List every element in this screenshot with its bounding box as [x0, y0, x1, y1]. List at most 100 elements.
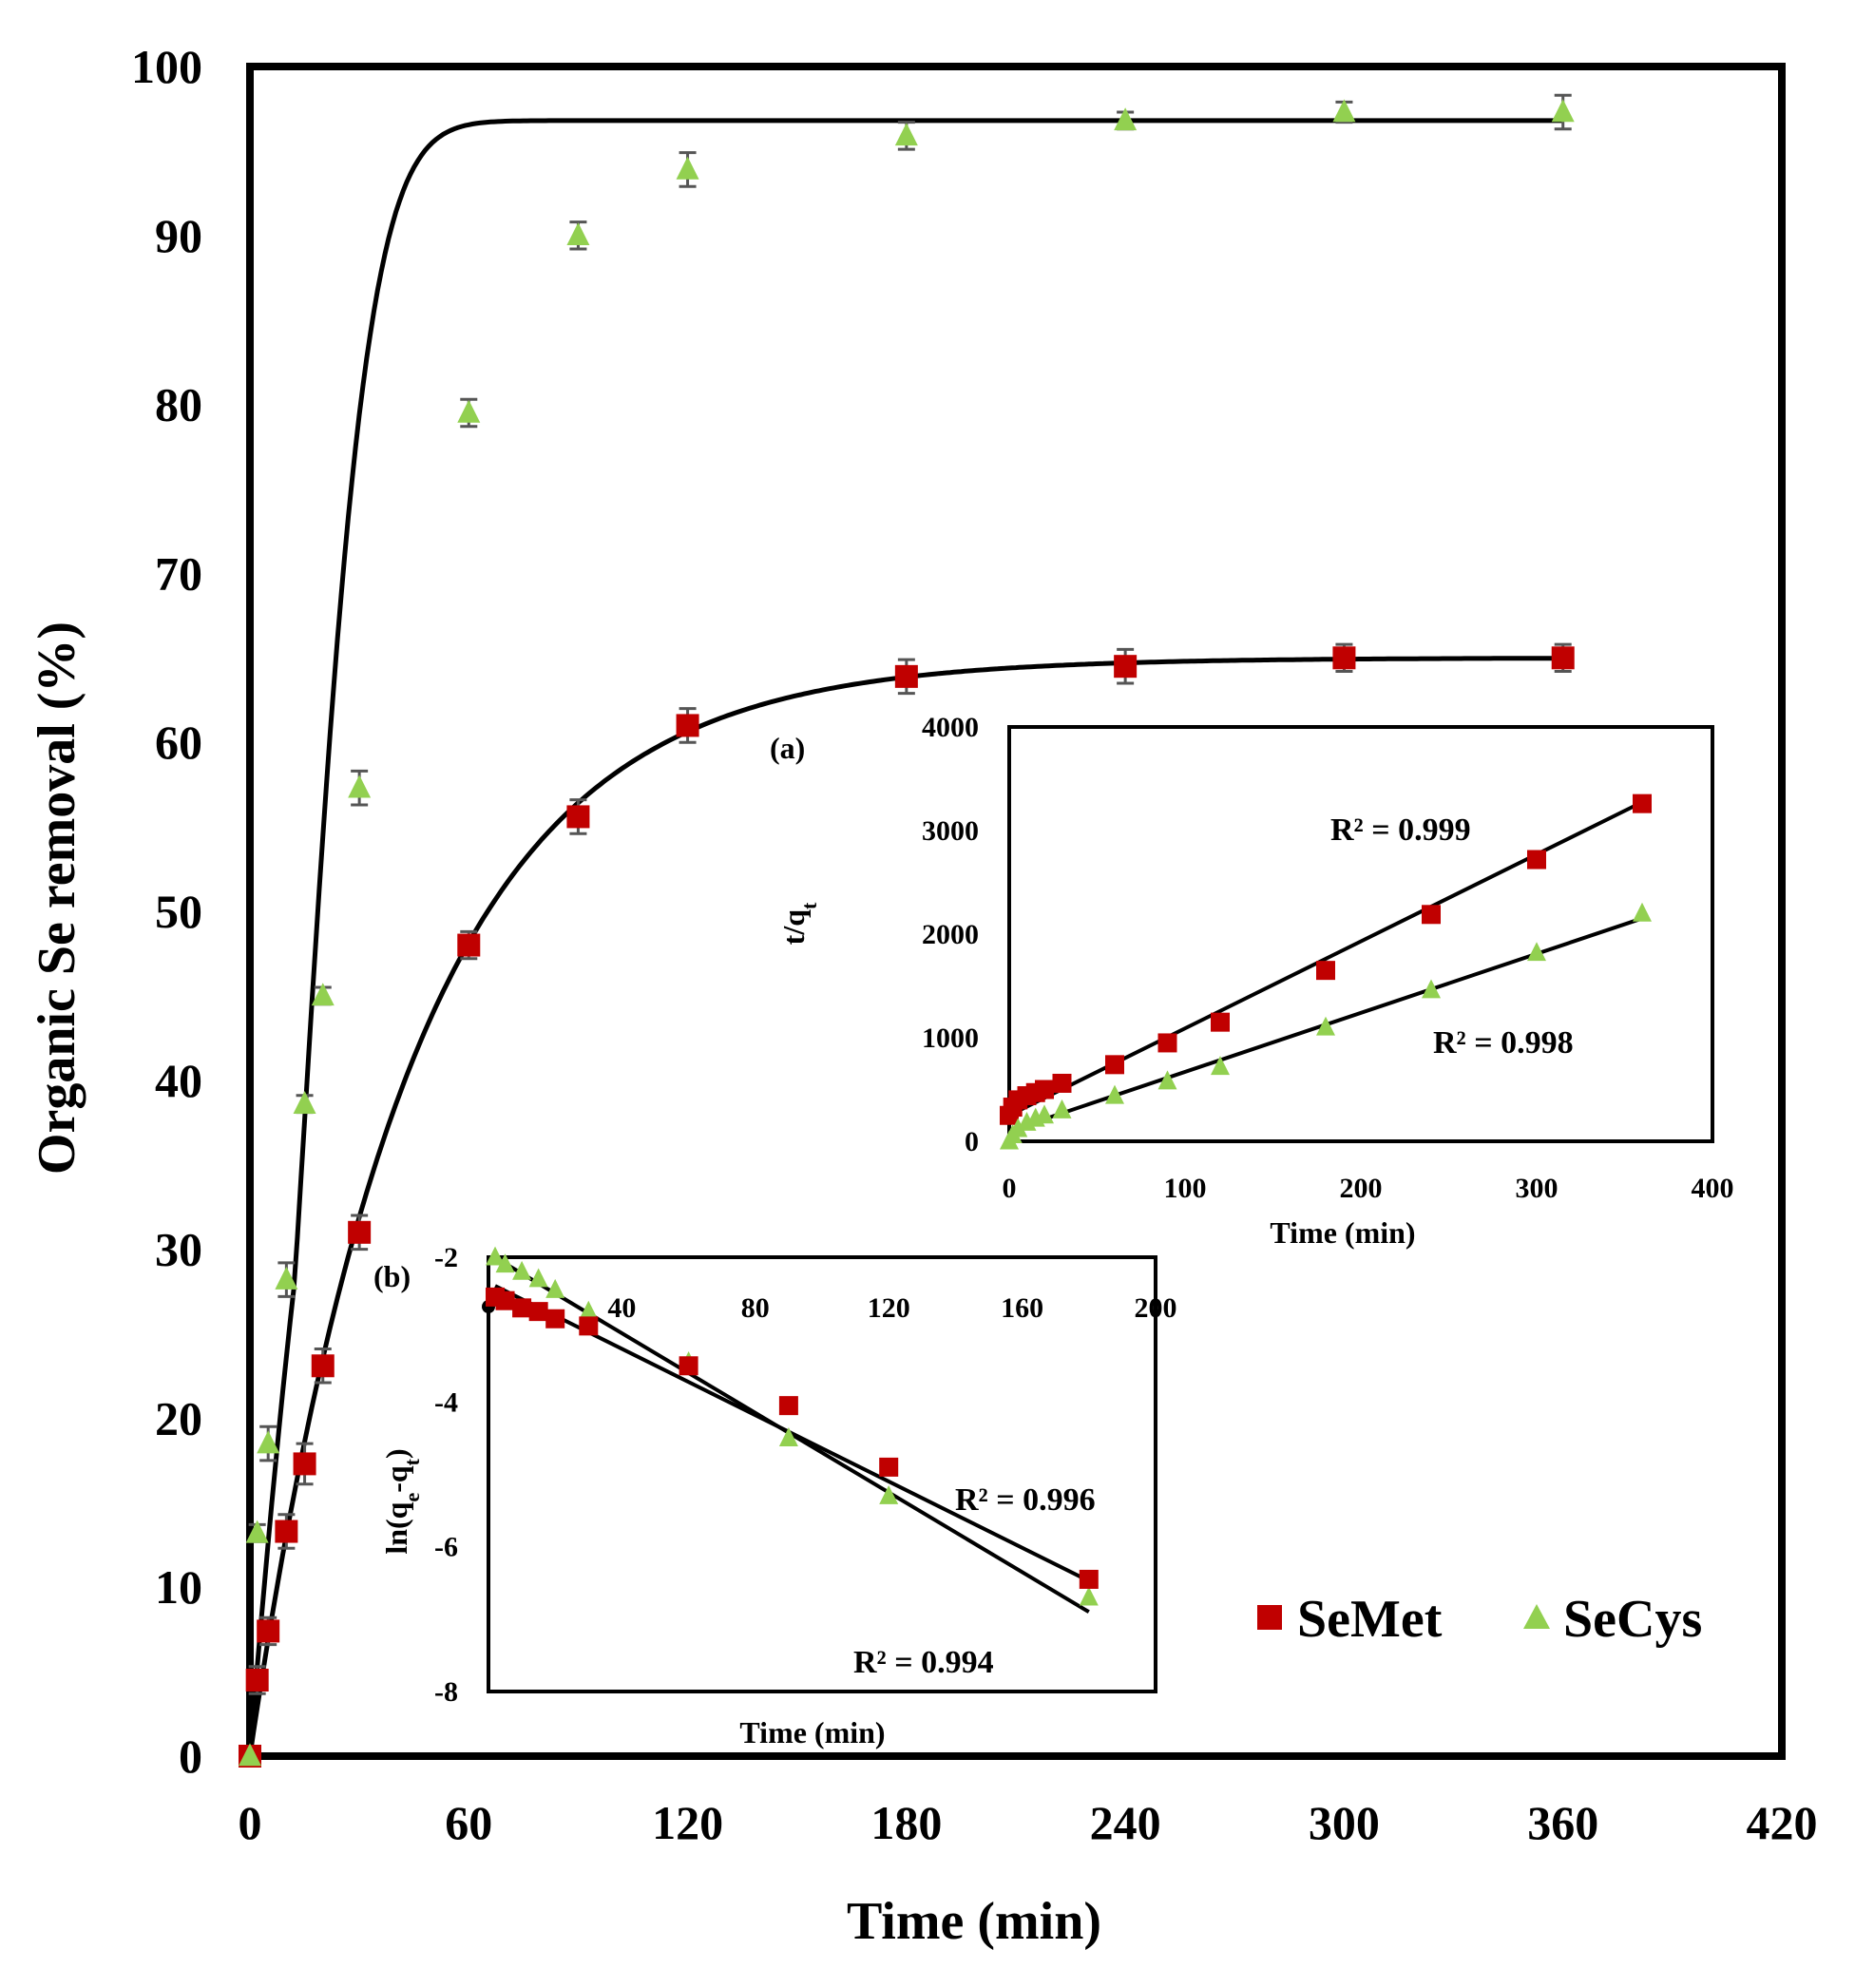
- inset-b-x-axis-label: Time (min): [739, 1715, 885, 1749]
- inset-b-semet-point: [679, 1356, 698, 1376]
- inset-a-secys-point: [1422, 979, 1441, 999]
- inset-b-y-tick-label: -2: [434, 1242, 458, 1273]
- inset-a-semet-point: [1527, 850, 1546, 870]
- main-data-points: [239, 93, 1575, 1768]
- inset-b-secys-point: [579, 1300, 599, 1320]
- inset-a-y-tick-label: 0: [965, 1126, 979, 1157]
- inset-a-x-tick-label: 0: [1003, 1173, 1017, 1204]
- main-x-tick-label: 180: [870, 1796, 942, 1849]
- main-chart: 0 10 20 30 40 50 60 70 80 90 100 0 60 120 180 240 300 36…: [28, 40, 1818, 1951]
- main-y-tick-label: 70: [155, 546, 202, 600]
- main-y-tick-label: 80: [155, 378, 202, 431]
- main-secys-point: [1114, 107, 1138, 131]
- main-y-tick-label: 0: [179, 1730, 202, 1783]
- main-secys-point: [275, 1266, 298, 1290]
- legend: SeMet SeCys: [1257, 1590, 1702, 1649]
- inset-b-secys-point: [1079, 1586, 1099, 1606]
- legend-secys-label: SeCys: [1563, 1590, 1702, 1649]
- inset-b-x-tick-label: 40: [607, 1292, 636, 1324]
- main-semet-point: [275, 1520, 298, 1543]
- inset-b-semet-point: [778, 1396, 798, 1416]
- main-semet-point: [676, 714, 699, 737]
- legend-semet-label: SeMet: [1297, 1590, 1443, 1649]
- inset-a-semet-point: [1211, 1012, 1230, 1032]
- inset-a: (a) 0 1000 2000 3000 4000 0 100 200 300 400 R² =…: [770, 712, 1734, 1250]
- inset-a-secys-point: [1211, 1056, 1230, 1076]
- inset-b-secys-point: [512, 1260, 532, 1280]
- inset-a-secys-point: [1035, 1104, 1054, 1124]
- inset-b-semet-point: [879, 1457, 899, 1477]
- main-x-tick-labels: 0 60 120 180 240 300 360 420: [239, 1796, 1818, 1849]
- legend-secys-marker: [1523, 1604, 1550, 1629]
- inset-a-secys-point: [1157, 1070, 1177, 1090]
- inset-b-secys-point: [486, 1246, 506, 1266]
- inset-a-y-axis-label: t/qt: [776, 902, 821, 945]
- inset-a-y-tick-labels: 0 1000 2000 3000 4000: [922, 712, 979, 1157]
- inset-a-secys-point: [1008, 1118, 1028, 1137]
- main-y-tick-label: 90: [155, 209, 202, 262]
- inset-a-x-tick-labels: 0 100 200 300 400: [1003, 1173, 1734, 1204]
- inset-a-y-tick-label: 4000: [922, 712, 979, 743]
- main-x-tick-label: 0: [239, 1796, 262, 1849]
- main-semet-point: [457, 933, 481, 957]
- inset-b-secys-point: [778, 1427, 798, 1446]
- main-x-axis-label: Time (min): [847, 1892, 1101, 1951]
- inset-a-y-tick-label: 1000: [922, 1023, 979, 1054]
- inset-b-secys-point: [545, 1278, 565, 1298]
- main-y-axis-label: Organic Se removal (%): [28, 621, 86, 1175]
- main-x-tick-label: 120: [652, 1796, 723, 1849]
- inset-a-frame: [1007, 725, 1714, 1143]
- inset-a-secys-point: [1633, 902, 1652, 922]
- inset-b-semet-point: [528, 1302, 548, 1322]
- inset-a-secys-point: [1105, 1084, 1124, 1104]
- main-secys-point: [245, 1520, 269, 1543]
- main-semet-point: [311, 1354, 335, 1378]
- main-semet-point: [1114, 655, 1138, 679]
- inset-b-secys-point: [528, 1268, 548, 1288]
- main-y-tick-label: 20: [155, 1391, 202, 1444]
- main-plot-frame: [246, 63, 1786, 1760]
- inset-a-semet-point: [1316, 961, 1335, 981]
- main-semet-point: [1332, 646, 1356, 670]
- inset-a-x-tick-label: 200: [1340, 1173, 1383, 1204]
- inset-a-y-tick-label: 2000: [922, 919, 979, 950]
- main-semet-point: [293, 1452, 316, 1476]
- inset-b-semet-point: [579, 1316, 599, 1336]
- main-secys-point: [311, 983, 335, 1006]
- main-semet-point: [1551, 646, 1575, 670]
- inset-b-y-tick-label: -4: [434, 1386, 458, 1418]
- main-y-tick-label: 10: [155, 1560, 202, 1614]
- inset-a-y-tick-label: 3000: [922, 815, 979, 847]
- inset-b-y-axis-label: ln(qe-qt): [379, 1448, 424, 1554]
- main-secys-point: [566, 222, 590, 246]
- inset-a-r2-semet: R² = 0.999: [1330, 812, 1471, 848]
- main-secys-point: [348, 774, 372, 798]
- inset-a-semet-point: [1422, 905, 1441, 925]
- inset-b-semet-point: [545, 1309, 565, 1329]
- main-x-tick-label: 420: [1747, 1796, 1818, 1849]
- inset-b-secys-point: [879, 1484, 899, 1504]
- inset-a-x-axis-label: Time (min): [1270, 1215, 1415, 1250]
- main-y-tick-label: 100: [131, 40, 202, 93]
- main-y-tick-label: 40: [155, 1054, 202, 1107]
- inset-b-x-tick-label: 120: [868, 1292, 910, 1324]
- inset-b-semet-point: [495, 1290, 515, 1310]
- inset-a-x-tick-label: 400: [1692, 1173, 1734, 1204]
- inset-a-semet-point: [1633, 793, 1652, 813]
- inset-a-semet-point: [1157, 1033, 1177, 1053]
- main-secys-point: [239, 1743, 261, 1767]
- inset-b-r2-semet: R² = 0.996: [955, 1482, 1096, 1518]
- inset-a-secys-point: [1527, 942, 1546, 962]
- inset-b-frame: [487, 1255, 1157, 1693]
- main-semet-point: [257, 1619, 280, 1643]
- inset-a-semet-point: [1105, 1055, 1124, 1075]
- inset-a-panel-label: (a): [770, 731, 805, 765]
- inset-b-y-tick-label: -8: [434, 1676, 458, 1708]
- main-y-tick-labels: 0 10 20 30 40 50 60 70 80 90 100: [131, 40, 202, 1783]
- inset-b-r2-secys: R² = 0.994: [853, 1645, 994, 1680]
- main-semet-point: [894, 664, 918, 688]
- inset-a-r2-secys: R² = 0.998: [1433, 1025, 1574, 1061]
- inset-a-x-tick-label: 100: [1164, 1173, 1207, 1204]
- main-secys-point: [676, 156, 699, 180]
- main-secys-point: [293, 1091, 316, 1114]
